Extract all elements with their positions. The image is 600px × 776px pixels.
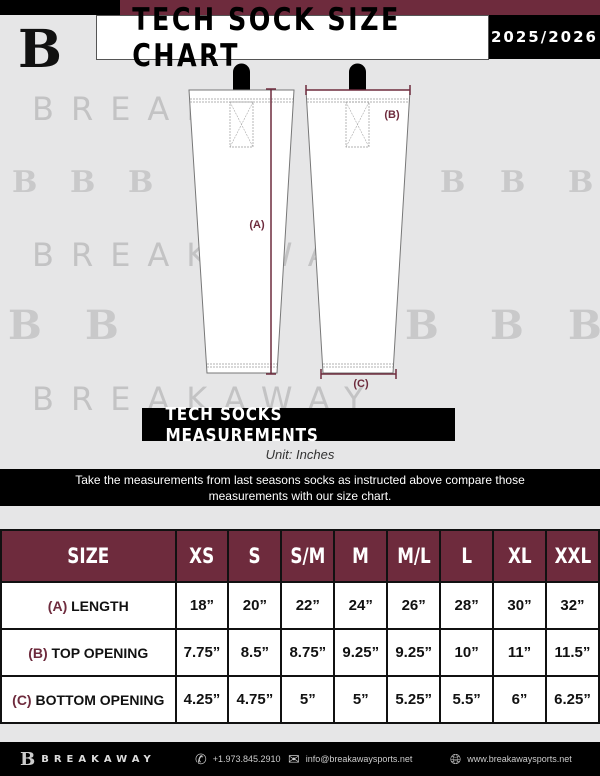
header-text: SIZE xyxy=(67,544,110,568)
email-text: info@breakawaysports.net xyxy=(305,754,413,764)
header-text: S/M xyxy=(290,544,326,568)
watermark-logo: B xyxy=(405,302,439,349)
row-label-text: BOTTOM OPENING xyxy=(35,691,165,708)
sock-diagram: (A) (B) (C) xyxy=(188,63,411,390)
table-cell: 5.25” xyxy=(386,675,442,724)
watermark-logo: B xyxy=(440,165,466,200)
label-c: (C) xyxy=(353,378,369,390)
table-cell: 8.75” xyxy=(280,628,336,677)
table-cell: 5.5” xyxy=(439,675,495,724)
table-cell: 10” xyxy=(439,628,495,677)
row-label-text: TOP OPENING xyxy=(51,644,149,661)
header-text: L xyxy=(461,544,472,568)
website-text: www.breakawaysports.net xyxy=(467,754,572,764)
brand-logo: B xyxy=(18,19,62,80)
section-title-text: TECH SOCKS MEASUREMENTS xyxy=(165,403,319,446)
label-a: (A) xyxy=(249,219,265,231)
table-row: (B) TOP OPENING 7.75” 8.5” 8.75” 9.25” 9.25” 1… xyxy=(0,628,600,677)
watermark-logo: B xyxy=(70,165,96,200)
table-cell: 22” xyxy=(280,581,336,630)
header-size-1: XS xyxy=(174,529,230,583)
title-text: TECH SOCK SIZE CHART xyxy=(132,1,401,74)
row-letter: (B) xyxy=(28,644,48,661)
page-title: TECH SOCK SIZE CHART xyxy=(96,2,489,74)
top-maroon-bar xyxy=(120,0,600,15)
table-cell: 24” xyxy=(333,581,389,630)
right-sock xyxy=(305,63,411,379)
header-size-5: M/L xyxy=(386,529,442,583)
header-size-6: L xyxy=(439,529,495,583)
table-cell: 9.25” xyxy=(386,628,442,677)
table-cell: 32” xyxy=(544,581,600,630)
watermark-logo: B xyxy=(12,165,38,200)
footer-brand-text: BREAKAWAY xyxy=(41,753,156,765)
size-chart-table: SIZE XS S S/M M M/L L XL XXL (A) LENGTH 18” 20” 22”… xyxy=(0,529,600,724)
header-text: XL xyxy=(507,544,532,568)
footer-logo: B xyxy=(20,748,36,770)
row-letter: (C) xyxy=(12,691,32,708)
watermark-logo: B xyxy=(8,302,42,349)
row-label: (B) TOP OPENING xyxy=(0,628,177,677)
watermark-logo: B xyxy=(85,302,119,349)
top-black-bar xyxy=(0,0,120,15)
header-text: XS xyxy=(189,544,215,568)
footer-brand: B BREAKAWAY xyxy=(20,742,156,776)
globe-icon: 🌐︎ xyxy=(450,750,462,767)
table-cell: 5” xyxy=(333,675,389,724)
header-text: M/L xyxy=(396,544,431,568)
table-cell: 6.25” xyxy=(544,675,600,724)
footer-phone[interactable]: ✆ +1.973.845.2910 xyxy=(195,742,281,776)
header-size-4: M xyxy=(333,529,389,583)
watermark-logo: B xyxy=(490,302,524,349)
table-row: (C) BOTTOM OPENING 4.25” 4.75” 5” 5” 5.25” 5.5… xyxy=(0,675,600,724)
header-size: SIZE xyxy=(0,529,177,583)
header-size-7: XL xyxy=(492,529,547,583)
table-header-row: SIZE XS S S/M M M/L L XL XXL xyxy=(0,529,600,583)
footer-email[interactable]: ✉ info@breakawaysports.net xyxy=(288,742,412,776)
phone-icon: ✆ xyxy=(195,750,207,767)
table-cell: 6” xyxy=(492,675,547,724)
watermark-logo: B xyxy=(128,165,154,200)
header-text: S xyxy=(248,544,261,568)
header-size-8: XXL xyxy=(544,529,600,583)
watermark-logo: B xyxy=(568,165,594,200)
header-size-2: S xyxy=(227,529,283,583)
row-letter: (A) xyxy=(47,597,68,614)
table-cell: 11.5” xyxy=(544,628,600,677)
instructions: Take the measurements from last seasons … xyxy=(0,469,600,506)
row-label: (A) LENGTH xyxy=(0,581,177,630)
table-cell: 8.5” xyxy=(227,628,283,677)
left-sock xyxy=(188,63,295,375)
table-cell: 7.75” xyxy=(174,628,230,677)
label-b: (B) xyxy=(384,109,400,121)
season-badge: 2025/2026 xyxy=(489,15,600,59)
table-cell: 9.25” xyxy=(333,628,389,677)
footer-website[interactable]: 🌐︎ www.breakawaysports.net xyxy=(450,742,572,776)
row-label: (C) BOTTOM OPENING xyxy=(0,675,177,724)
table-cell: 11” xyxy=(492,628,547,677)
table-cell: 5” xyxy=(280,675,336,724)
table-cell: 26” xyxy=(386,581,442,630)
watermark-logo: B xyxy=(500,165,526,200)
mail-icon: ✉ xyxy=(288,750,300,767)
header-text: M xyxy=(352,544,370,568)
row-label-text: LENGTH xyxy=(71,597,129,614)
header-text: XXL xyxy=(554,544,591,568)
footer: B BREAKAWAY ✆ +1.973.845.2910 ✉ info@bre… xyxy=(0,742,600,776)
watermark-logo: B xyxy=(568,302,600,349)
watermark-text: BREAKAWAY xyxy=(32,236,381,274)
table-cell: 4.75” xyxy=(227,675,283,724)
unit-label: Unit: Inches xyxy=(265,447,335,462)
table-cell: 4.25” xyxy=(174,675,230,724)
section-title: TECH SOCKS MEASUREMENTS xyxy=(142,404,455,446)
header-size-3: S/M xyxy=(280,529,336,583)
instructions-text: Take the measurements from last seasons … xyxy=(75,473,525,503)
phone-text: +1.973.845.2910 xyxy=(212,754,281,764)
table-cell: 30” xyxy=(492,581,547,630)
table-cell: 28” xyxy=(439,581,495,630)
table-cell: 18” xyxy=(174,581,230,630)
table-row: (A) LENGTH 18” 20” 22” 24” 26” 28” 30” 32” xyxy=(0,581,600,630)
table-cell: 20” xyxy=(227,581,283,630)
